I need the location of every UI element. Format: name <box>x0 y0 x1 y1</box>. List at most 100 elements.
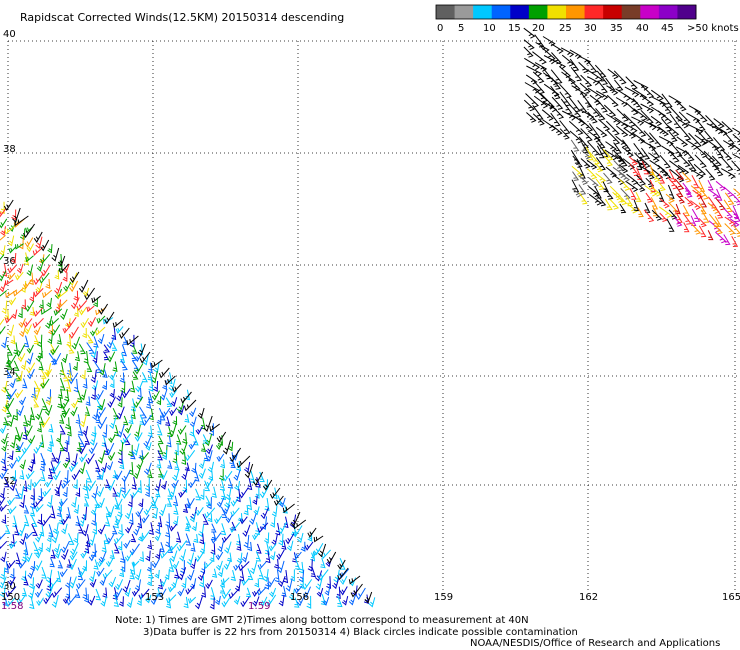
wind-barb <box>6 344 13 356</box>
wind-barb <box>732 127 740 138</box>
wind-barb <box>127 495 133 508</box>
wind-barb <box>247 541 253 552</box>
lat-label-36: 36 <box>3 256 16 267</box>
wind-barb <box>63 470 69 484</box>
wind-barb <box>133 396 144 409</box>
wind-barb <box>678 111 691 125</box>
wind-barb <box>0 201 5 215</box>
wind-barb <box>254 522 261 536</box>
wind-barb <box>46 389 51 403</box>
wind-barb <box>84 486 90 499</box>
wind-barb <box>199 542 206 555</box>
lat-label-32: 32 <box>3 476 16 487</box>
wind-barb <box>58 263 69 274</box>
wind-barb <box>339 586 348 596</box>
wind-barb <box>162 450 168 461</box>
wind-barb <box>198 459 206 470</box>
wind-barb <box>84 434 91 445</box>
wind-barb <box>297 532 304 544</box>
wind-barb <box>61 549 69 561</box>
wind-barb <box>233 560 243 572</box>
wind-barb <box>155 549 161 560</box>
wind-barb <box>0 433 8 445</box>
wind-barb <box>368 597 376 608</box>
wind-barb <box>129 380 136 393</box>
wind-barb <box>181 468 189 481</box>
wind-barb <box>542 119 557 132</box>
wind-barb <box>12 515 18 528</box>
wind-barb <box>190 542 196 552</box>
wind-barb <box>596 145 605 159</box>
wind-barb <box>61 353 68 364</box>
wind-barb <box>606 113 621 126</box>
wind-barb <box>72 479 78 490</box>
wind-barb <box>11 209 17 221</box>
wind-barb <box>103 442 110 456</box>
wind-barb <box>594 162 604 173</box>
wind-barb <box>26 368 35 380</box>
wind-barb <box>616 108 629 122</box>
wind-barb <box>134 569 142 581</box>
wind-barb <box>82 479 88 492</box>
wind-barb <box>215 560 223 571</box>
wind-barb <box>136 460 144 470</box>
wind-barb <box>33 441 44 454</box>
wind-barb <box>723 131 735 145</box>
wind-barb <box>51 587 63 599</box>
wind-barb <box>228 588 240 600</box>
wind-barb <box>126 335 139 346</box>
legend-label-10: 10 <box>483 23 496 34</box>
wind-barb <box>23 576 29 586</box>
wind-barb <box>649 159 665 173</box>
wind-barb <box>169 407 178 417</box>
wind-barb <box>271 534 278 546</box>
wind-barb <box>141 514 150 524</box>
wind-barb <box>85 396 91 407</box>
wind-barb <box>168 558 175 573</box>
wind-barb <box>168 585 176 593</box>
wind-barb <box>9 479 18 492</box>
wind-barb <box>230 496 240 507</box>
wind-barb <box>523 27 536 39</box>
wind-barb <box>692 189 704 200</box>
wind-barb <box>66 362 72 376</box>
wind-barb <box>33 231 43 243</box>
wind-barb <box>11 470 16 482</box>
wind-barb <box>216 441 224 450</box>
wind-barb <box>294 597 300 608</box>
wind-barb <box>97 450 106 464</box>
wind-barb <box>613 142 622 154</box>
wind-barb <box>40 264 51 277</box>
wind-barb <box>197 407 205 419</box>
wind-barb <box>117 541 123 551</box>
wind-barb <box>142 353 149 366</box>
wind-barb <box>651 106 667 119</box>
wind-barb <box>62 325 71 334</box>
wind-barb <box>37 542 43 553</box>
wind-barb <box>24 531 33 540</box>
wind-barb <box>172 495 179 507</box>
wind-barb <box>217 567 224 578</box>
wind-barb <box>281 585 287 597</box>
wind-barb <box>1 441 8 452</box>
wind-barb <box>202 434 209 444</box>
wind-barb <box>707 230 714 241</box>
wind-barb <box>99 576 107 587</box>
wind-barb <box>32 387 41 401</box>
wind-barb <box>63 281 72 292</box>
wind-barb <box>619 155 628 167</box>
wind-barb <box>172 515 179 526</box>
wind-barb <box>186 552 195 566</box>
wind-barb <box>658 126 669 137</box>
wind-barb <box>146 396 152 409</box>
wind-barb <box>102 587 108 599</box>
wind-barb <box>211 486 217 498</box>
wind-barb <box>71 469 81 481</box>
wind-barb <box>37 488 43 502</box>
wind-barb <box>60 308 68 320</box>
wind-barb <box>9 378 16 389</box>
wind-barb <box>32 496 44 509</box>
wind-barb <box>649 132 662 148</box>
wind-barb <box>22 223 36 239</box>
